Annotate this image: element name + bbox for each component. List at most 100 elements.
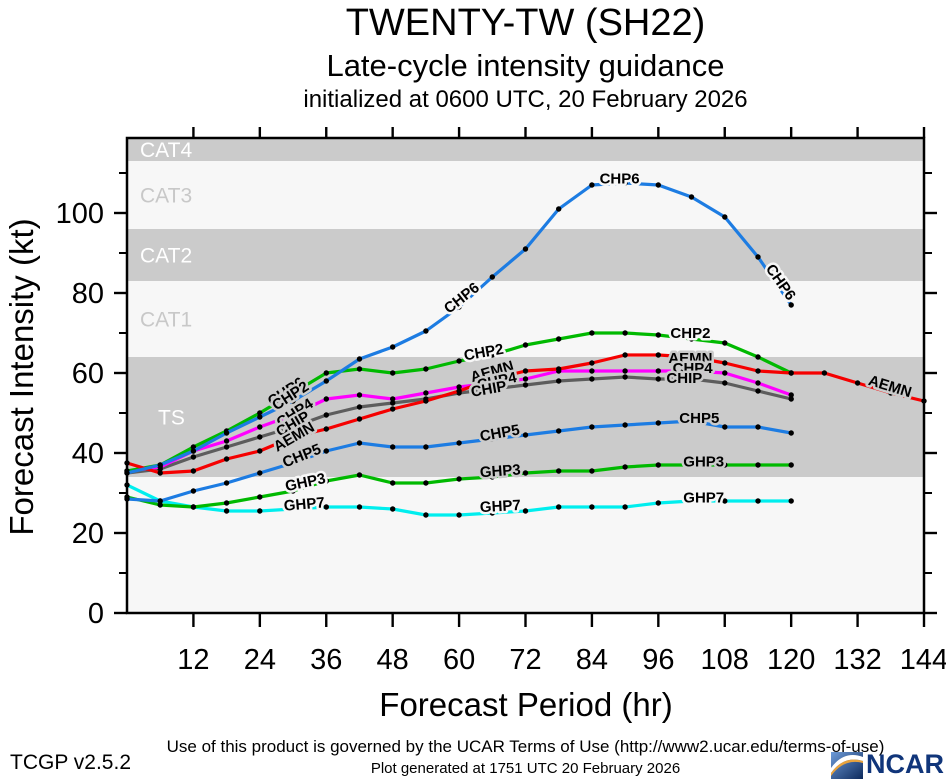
data-point xyxy=(655,332,661,338)
data-point xyxy=(290,398,296,404)
data-point xyxy=(223,500,230,506)
data-point xyxy=(556,206,562,212)
axis-ticks xyxy=(114,127,937,627)
data-point xyxy=(423,390,429,396)
x-tick-label-108: 108 xyxy=(701,644,749,676)
data-point xyxy=(489,274,495,280)
data-point xyxy=(257,424,263,430)
data-point xyxy=(589,368,595,374)
data-point xyxy=(423,366,429,372)
data-point xyxy=(290,390,296,396)
data-point xyxy=(489,510,495,516)
x-tick-label-120: 120 xyxy=(767,644,815,676)
data-point xyxy=(157,502,163,508)
data-point xyxy=(489,436,495,442)
data-point xyxy=(821,370,828,376)
data-point xyxy=(522,508,529,514)
data-point xyxy=(755,254,761,260)
x-tick-label-144: 144 xyxy=(900,644,946,676)
data-point xyxy=(257,414,263,420)
data-point xyxy=(522,376,529,382)
data-point xyxy=(788,302,794,308)
data-point xyxy=(522,470,529,476)
x-tick-label-84: 84 xyxy=(576,644,608,676)
data-point xyxy=(589,376,595,382)
data-point xyxy=(854,380,861,386)
data-point xyxy=(688,354,695,360)
band-label-CAT2: CAT2 xyxy=(140,245,192,268)
y-tick-label-0: 0 xyxy=(88,598,104,630)
data-point xyxy=(688,336,695,342)
y-tick-label-40: 40 xyxy=(72,438,104,470)
data-point xyxy=(190,454,197,460)
data-point xyxy=(356,392,363,398)
data-point xyxy=(390,480,396,486)
data-point xyxy=(456,476,462,482)
data-point xyxy=(522,342,529,348)
annotation-GHP3: GHP3 xyxy=(479,461,521,481)
data-point xyxy=(390,400,396,406)
data-point xyxy=(290,460,296,466)
data-point xyxy=(356,472,363,478)
data-point xyxy=(356,504,363,510)
data-point xyxy=(124,470,130,476)
data-point xyxy=(124,482,130,488)
data-point xyxy=(257,434,263,440)
x-axis-title: Forecast Period (hr) xyxy=(379,686,673,723)
data-point xyxy=(390,370,396,376)
x-tick-label-48: 48 xyxy=(377,644,409,676)
version-label: TCGP v2.5.2 xyxy=(10,751,131,774)
data-point xyxy=(190,444,197,450)
data-point xyxy=(489,474,495,480)
data-point xyxy=(722,380,728,386)
data-point xyxy=(655,500,661,506)
data-point xyxy=(589,424,595,430)
data-point xyxy=(223,438,230,444)
data-point xyxy=(456,384,462,390)
band-CAT4 xyxy=(127,138,924,161)
data-point xyxy=(622,374,628,380)
plot-border xyxy=(125,136,926,615)
data-point xyxy=(456,304,462,310)
data-point xyxy=(257,494,263,500)
series-CHP5 xyxy=(124,418,794,504)
data-point xyxy=(456,358,462,364)
data-point xyxy=(688,368,695,374)
data-point xyxy=(323,396,329,402)
series-annotations: CHP6CHP2CHP4CHIPAEMNCHP5GHP3GHP7CHP6CHP2… xyxy=(262,168,916,519)
data-point xyxy=(290,488,296,494)
band-below-ts xyxy=(127,477,924,613)
data-point xyxy=(423,328,429,334)
data-point xyxy=(622,422,628,428)
x-tick-label-24: 24 xyxy=(244,644,276,676)
series-GHP3 xyxy=(124,462,794,510)
data-point xyxy=(722,360,728,366)
x-tick-label-60: 60 xyxy=(443,644,475,676)
data-point xyxy=(323,478,329,484)
data-point xyxy=(423,512,429,518)
data-point xyxy=(323,448,329,454)
ncar-logo: NCAR xyxy=(830,748,944,780)
data-point xyxy=(921,398,927,404)
data-point xyxy=(257,508,263,514)
data-point xyxy=(622,352,628,358)
data-point xyxy=(556,468,562,474)
data-point xyxy=(190,468,197,474)
x-tick-label-36: 36 xyxy=(310,644,342,676)
data-point xyxy=(323,412,329,418)
band-label-CAT1: CAT1 xyxy=(140,309,192,332)
ncar-logo-text: NCAR xyxy=(866,748,944,779)
data-point xyxy=(257,448,263,454)
data-point xyxy=(190,488,197,494)
annotation-CHP5: CHP5 xyxy=(679,410,719,427)
band-label-CAT3: CAT3 xyxy=(140,185,192,208)
band-label-CAT4: CAT4 xyxy=(140,139,192,162)
data-point xyxy=(456,388,462,394)
data-point xyxy=(190,448,197,454)
data-point xyxy=(489,386,495,392)
annotation-GHP7: GHP7 xyxy=(480,497,522,516)
y-tick-label-60: 60 xyxy=(72,358,104,390)
data-point xyxy=(722,462,728,468)
data-point xyxy=(323,504,329,510)
data-point xyxy=(423,480,429,486)
